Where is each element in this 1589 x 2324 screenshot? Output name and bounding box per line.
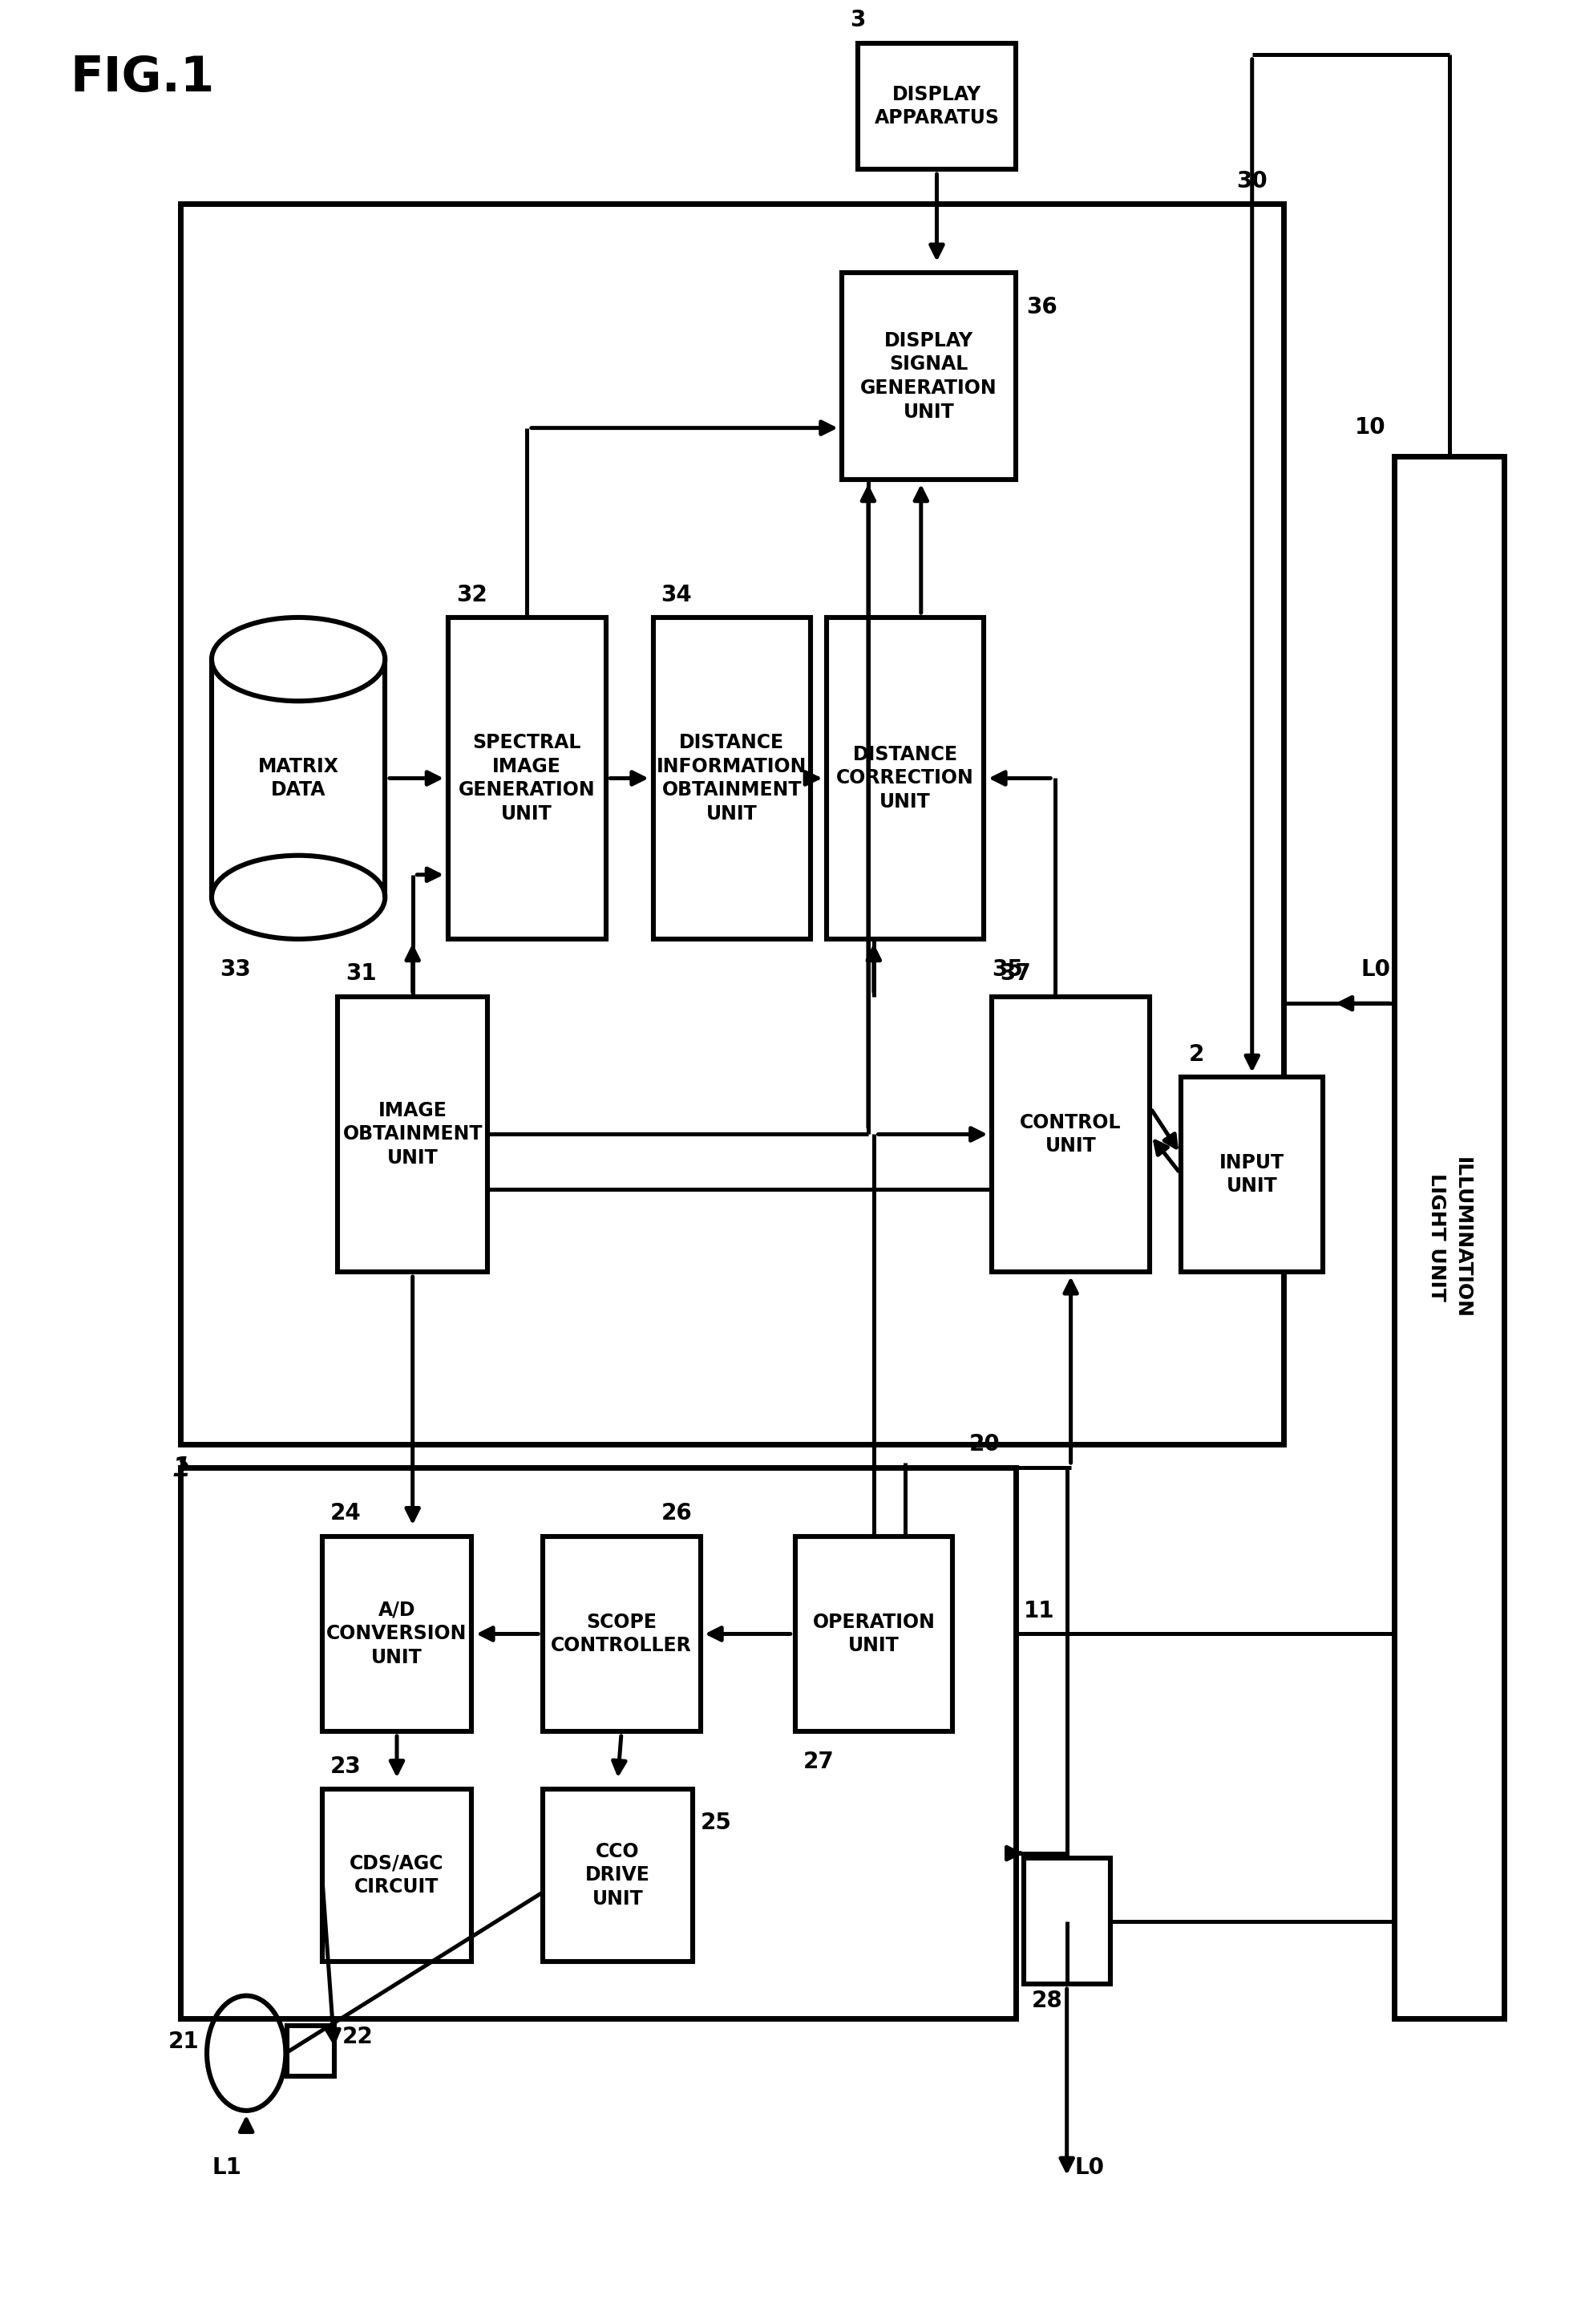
- Text: SPECTRAL
IMAGE
GENERATION
UNIT: SPECTRAL IMAGE GENERATION UNIT: [458, 732, 594, 823]
- Bar: [542, 1536, 701, 1731]
- Text: OPERATION
UNIT: OPERATION UNIT: [812, 1613, 934, 1655]
- Text: 26: 26: [661, 1501, 693, 1525]
- Text: A/D
CONVERSION
UNIT: A/D CONVERSION UNIT: [326, 1601, 467, 1666]
- Text: 34: 34: [661, 583, 691, 607]
- Text: 35: 35: [992, 957, 1023, 981]
- Text: CDS/AGC
CIRCUIT: CDS/AGC CIRCUIT: [350, 1855, 443, 1896]
- Text: L0: L0: [1074, 2157, 1104, 2180]
- Bar: [653, 618, 810, 939]
- Bar: [323, 1536, 472, 1731]
- Text: FIG.1: FIG.1: [70, 56, 215, 102]
- Text: 23: 23: [329, 1755, 361, 1778]
- Text: ILLUMINATION
LIGHT UNIT: ILLUMINATION LIGHT UNIT: [1425, 1157, 1471, 1318]
- Bar: [180, 205, 1282, 1446]
- Text: 24: 24: [329, 1501, 361, 1525]
- Bar: [448, 618, 605, 939]
- Bar: [1394, 456, 1503, 2020]
- Bar: [1181, 1076, 1322, 1271]
- Bar: [794, 1536, 952, 1731]
- Bar: [288, 2027, 334, 2075]
- Bar: [858, 44, 1015, 170]
- Bar: [337, 997, 488, 1271]
- Text: 31: 31: [345, 962, 377, 985]
- Bar: [826, 618, 984, 939]
- Text: 1: 1: [172, 1455, 191, 1483]
- Text: SCOPE
CONTROLLER: SCOPE CONTROLLER: [551, 1613, 691, 1655]
- Text: 3: 3: [850, 9, 864, 33]
- Text: 36: 36: [1026, 295, 1057, 318]
- Bar: [1023, 1857, 1109, 1985]
- Text: 28: 28: [1031, 1989, 1061, 2013]
- Text: 22: 22: [342, 2027, 373, 2047]
- Bar: [323, 1789, 472, 1961]
- Text: 11: 11: [1023, 1599, 1054, 1622]
- Text: 25: 25: [701, 1813, 731, 1834]
- Bar: [211, 660, 385, 897]
- Text: 21: 21: [168, 2031, 199, 2052]
- Text: IMAGE
OBTAINMENT
UNIT: IMAGE OBTAINMENT UNIT: [343, 1102, 483, 1167]
- Text: L1: L1: [211, 2157, 242, 2180]
- Bar: [842, 272, 1015, 479]
- Bar: [542, 1789, 693, 1961]
- Text: CONTROL
UNIT: CONTROL UNIT: [1020, 1113, 1120, 1155]
- Text: L0: L0: [1360, 957, 1390, 981]
- Text: 32: 32: [456, 583, 486, 607]
- Text: DISPLAY
SIGNAL
GENERATION
UNIT: DISPLAY SIGNAL GENERATION UNIT: [860, 330, 996, 421]
- Text: DISPLAY
APPARATUS: DISPLAY APPARATUS: [874, 84, 999, 128]
- Bar: [180, 1466, 1015, 2020]
- Ellipse shape: [211, 618, 385, 702]
- Text: CCO
DRIVE
UNIT: CCO DRIVE UNIT: [585, 1841, 650, 1908]
- Text: 10: 10: [1354, 416, 1386, 439]
- Text: 33: 33: [219, 957, 251, 981]
- Text: DISTANCE
CORRECTION
UNIT: DISTANCE CORRECTION UNIT: [836, 744, 974, 811]
- Ellipse shape: [211, 855, 385, 939]
- Text: INPUT
UNIT: INPUT UNIT: [1219, 1153, 1284, 1197]
- Text: DISTANCE
INFORMATION
OBTAINMENT
UNIT: DISTANCE INFORMATION OBTAINMENT UNIT: [656, 732, 807, 823]
- Bar: [992, 997, 1149, 1271]
- Text: 20: 20: [968, 1434, 999, 1455]
- Text: 2: 2: [1189, 1043, 1204, 1064]
- Text: 37: 37: [999, 962, 1030, 985]
- Text: MATRIX
DATA: MATRIX DATA: [257, 758, 338, 799]
- Text: 27: 27: [802, 1750, 833, 1773]
- Text: 30: 30: [1236, 170, 1266, 193]
